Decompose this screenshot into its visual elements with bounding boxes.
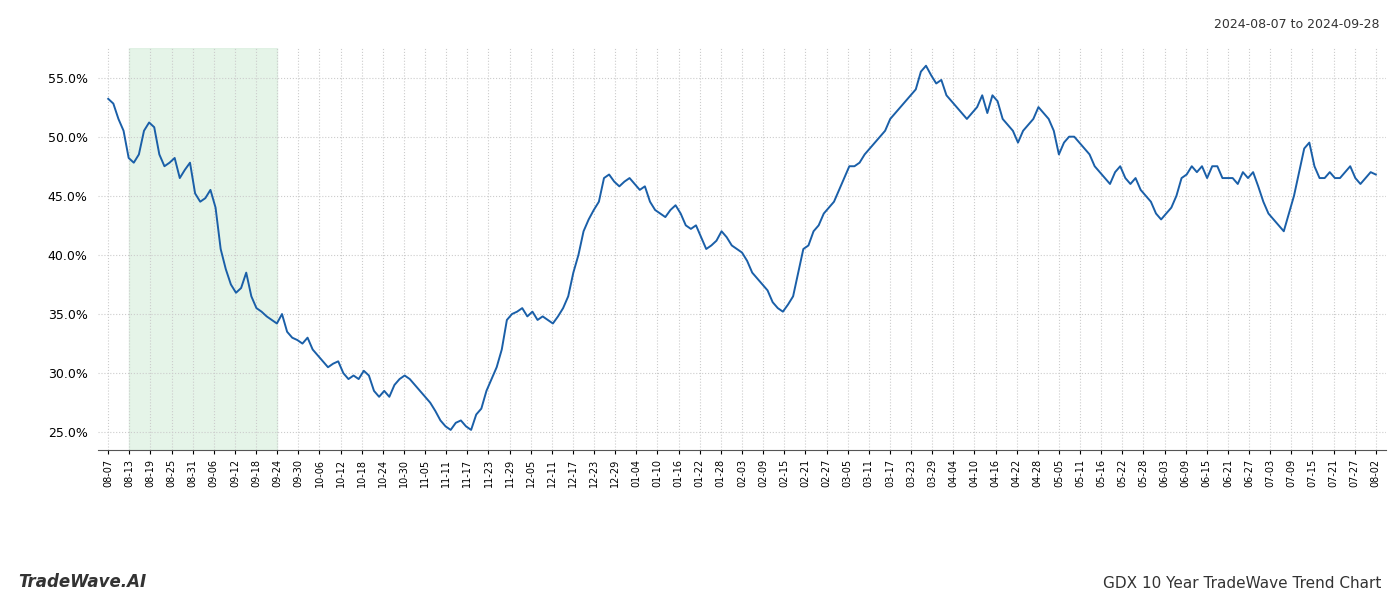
Bar bbox=[129, 48, 277, 450]
Text: GDX 10 Year TradeWave Trend Chart: GDX 10 Year TradeWave Trend Chart bbox=[1103, 576, 1382, 591]
Text: TradeWave.AI: TradeWave.AI bbox=[18, 573, 147, 591]
Text: 2024-08-07 to 2024-09-28: 2024-08-07 to 2024-09-28 bbox=[1214, 18, 1379, 31]
